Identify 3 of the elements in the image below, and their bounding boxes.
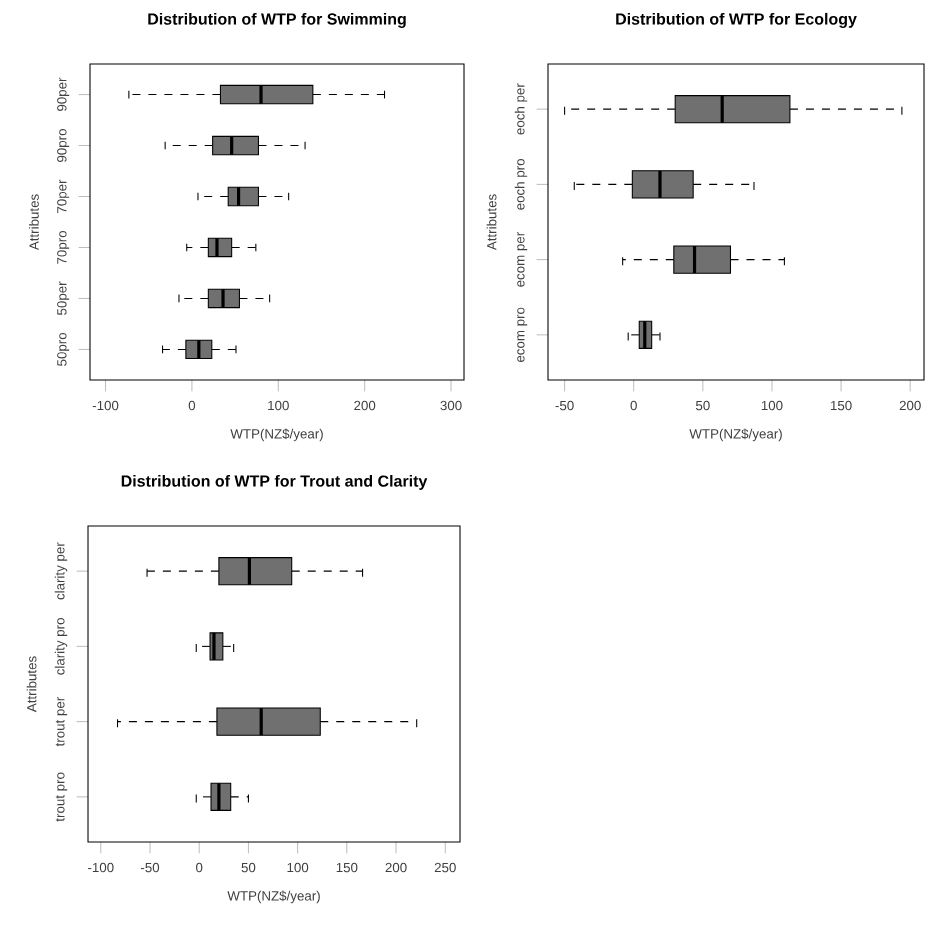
chart-title: Distribution of WTP for Trout and Clarity [121, 474, 428, 490]
chart-title: Distribution of WTP for Swimming [148, 12, 406, 28]
chart-title: Distribution of WTP for Ecology [616, 12, 857, 28]
